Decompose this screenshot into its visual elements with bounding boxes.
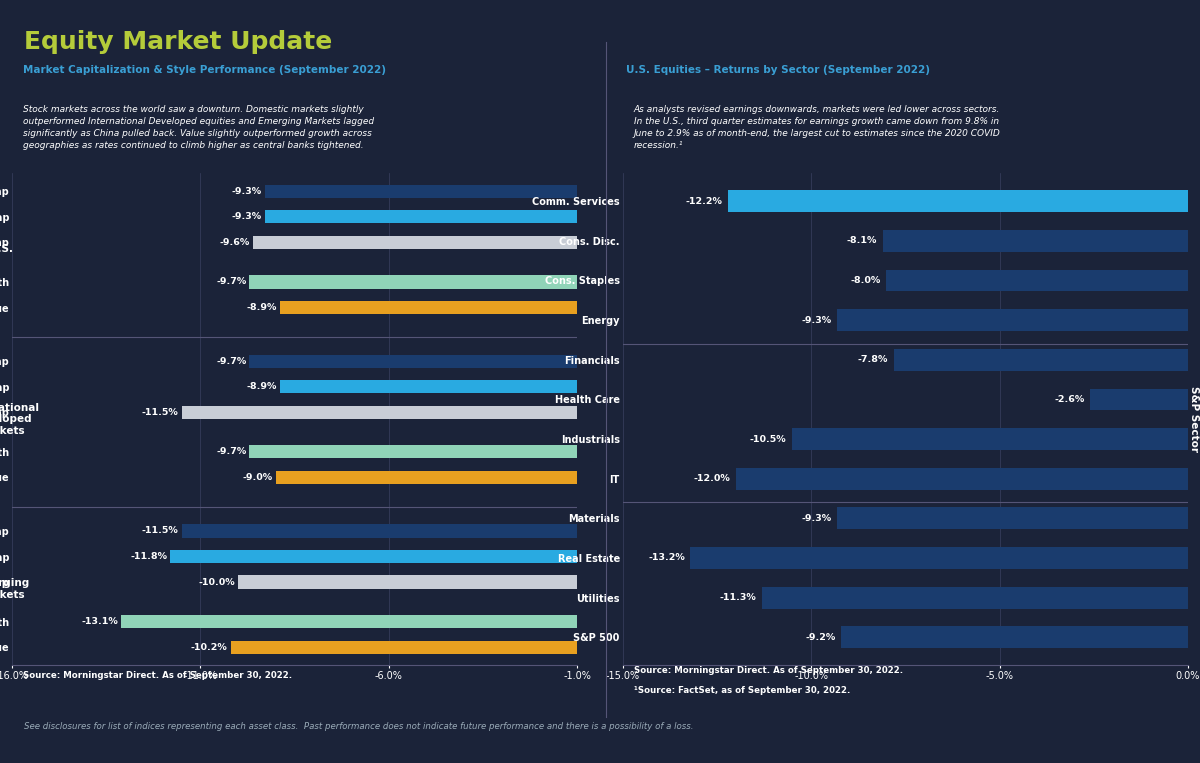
Text: International
Developed
Markets: International Developed Markets [0, 403, 40, 436]
Bar [894, 349, 1188, 371]
Bar [264, 185, 616, 198]
Bar [883, 230, 1188, 252]
Bar [181, 406, 616, 419]
Text: -9.7%: -9.7% [216, 447, 246, 456]
Text: See disclosures for list of indices representing each asset class.  Past perform: See disclosures for list of indices repr… [24, 722, 694, 731]
Bar [838, 309, 1188, 331]
Text: -9.7%: -9.7% [216, 356, 246, 365]
Text: -9.2%: -9.2% [805, 633, 835, 642]
Text: -9.7%: -9.7% [216, 278, 246, 286]
Text: -11.5%: -11.5% [142, 407, 179, 417]
Text: -8.1%: -8.1% [847, 237, 877, 246]
Text: -11.8%: -11.8% [131, 552, 167, 561]
Text: -9.6%: -9.6% [220, 238, 251, 247]
Text: U.S.: U.S. [0, 244, 13, 254]
Text: ¹Source: FactSet, as of September 30, 2022.: ¹Source: FactSet, as of September 30, 20… [634, 686, 851, 695]
Text: Source: Morningstar Direct. As of September 30, 2022.: Source: Morningstar Direct. As of Septem… [23, 671, 293, 681]
Bar [762, 587, 1188, 609]
Text: As analysts revised earnings downwards, markets were led lower across sectors.
I: As analysts revised earnings downwards, … [634, 105, 1001, 150]
Text: Stock markets across the world saw a downturn. Domestic markets slightly
outperf: Stock markets across the world saw a dow… [23, 105, 374, 150]
Text: -9.0%: -9.0% [242, 473, 272, 482]
Bar [280, 301, 616, 314]
Bar [841, 626, 1188, 649]
Text: -13.1%: -13.1% [82, 617, 119, 626]
Text: -9.3%: -9.3% [802, 513, 832, 523]
Bar [280, 380, 616, 393]
Bar [238, 575, 616, 589]
Bar [736, 468, 1188, 490]
Bar [250, 275, 616, 288]
Text: -9.3%: -9.3% [802, 316, 832, 324]
Text: -9.3%: -9.3% [232, 212, 262, 221]
Bar [276, 471, 616, 484]
Bar [264, 211, 616, 224]
Bar [170, 550, 616, 563]
Text: Source: Morningstar Direct. As of September 30, 2022.: Source: Morningstar Direct. As of Septem… [634, 666, 904, 675]
Text: -10.2%: -10.2% [191, 642, 228, 652]
Bar [728, 190, 1188, 212]
Bar [250, 445, 616, 459]
Bar [253, 236, 616, 249]
Text: Equity Market Update: Equity Market Update [24, 30, 332, 53]
Bar [690, 547, 1188, 569]
Text: -8.0%: -8.0% [851, 276, 881, 285]
Y-axis label: S&P Sector: S&P Sector [1189, 386, 1199, 452]
Text: -13.2%: -13.2% [648, 553, 685, 562]
Text: -10.5%: -10.5% [750, 435, 786, 443]
Text: -9.3%: -9.3% [232, 187, 262, 196]
Text: -12.2%: -12.2% [685, 197, 722, 206]
Text: Emerging
Markets: Emerging Markets [0, 578, 29, 600]
Bar [181, 524, 616, 538]
Text: -8.9%: -8.9% [246, 382, 276, 391]
Bar [230, 640, 616, 654]
Text: -10.0%: -10.0% [198, 578, 235, 587]
Text: -12.0%: -12.0% [694, 475, 730, 483]
Text: -11.3%: -11.3% [720, 593, 756, 602]
Bar [838, 507, 1188, 530]
Text: -8.9%: -8.9% [246, 303, 276, 312]
Text: -7.8%: -7.8% [858, 356, 888, 364]
Bar [250, 355, 616, 368]
Bar [121, 615, 616, 628]
Bar [887, 269, 1188, 291]
Bar [792, 428, 1188, 450]
Text: U.S. Equities – Returns by Sector (September 2022): U.S. Equities – Returns by Sector (Septe… [626, 66, 930, 76]
Bar [1090, 388, 1188, 410]
Text: Market Capitalization & Style Performance (September 2022): Market Capitalization & Style Performanc… [24, 66, 386, 76]
Text: -11.5%: -11.5% [142, 526, 179, 536]
Text: -2.6%: -2.6% [1054, 395, 1085, 404]
